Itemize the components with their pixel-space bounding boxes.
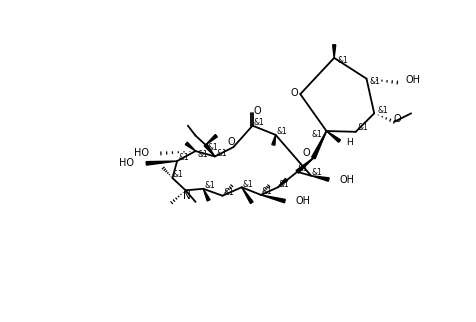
Text: HO: HO [133,147,149,157]
Text: &1: &1 [223,188,234,197]
Text: OH: OH [295,196,310,206]
Text: &1: &1 [310,130,321,138]
Text: &1: &1 [197,150,208,159]
Text: &1: &1 [298,164,308,173]
Text: O: O [228,137,235,147]
Polygon shape [271,135,275,145]
Polygon shape [296,158,313,173]
Text: O: O [253,106,260,116]
Text: &1: &1 [369,77,379,86]
Text: HO: HO [119,157,134,168]
Polygon shape [260,195,285,203]
Text: &1: &1 [207,144,218,153]
Text: &1: &1 [253,118,264,127]
Text: &1: &1 [261,187,272,196]
Polygon shape [311,131,326,159]
Polygon shape [278,178,287,187]
Polygon shape [203,189,209,201]
Text: &1: &1 [172,170,183,179]
Text: O: O [393,115,400,125]
Polygon shape [310,176,328,181]
Text: OH: OH [404,75,419,85]
Text: N: N [183,192,190,202]
Text: &1: &1 [276,127,287,136]
Polygon shape [185,142,195,151]
Polygon shape [146,161,177,165]
Polygon shape [326,131,340,142]
Text: OH: OH [339,175,354,185]
Text: O: O [302,148,309,158]
Text: &1: &1 [178,154,189,163]
Polygon shape [204,144,214,156]
Text: O: O [290,88,298,98]
Text: &1: &1 [377,106,387,115]
Text: &1: &1 [242,180,253,189]
Text: &1: &1 [216,149,227,158]
Text: &1: &1 [311,168,322,177]
Text: &1: &1 [357,123,367,132]
Polygon shape [332,45,335,58]
Text: &1: &1 [204,181,214,190]
Text: &1: &1 [337,56,347,65]
Text: &1: &1 [278,180,289,189]
Polygon shape [205,135,217,145]
Text: H: H [345,138,352,147]
Polygon shape [241,187,253,204]
